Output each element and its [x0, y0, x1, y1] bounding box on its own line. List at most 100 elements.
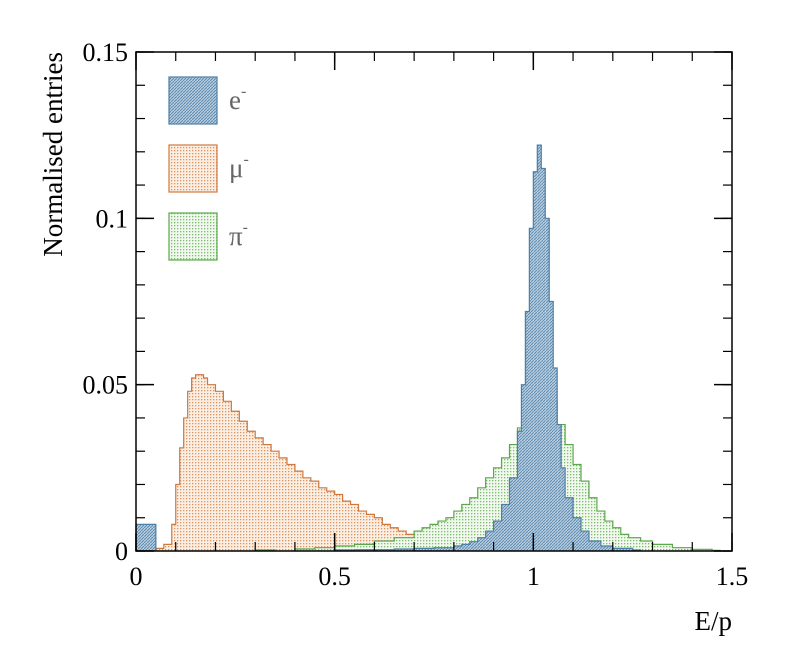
histogram-bin	[374, 541, 395, 551]
histogram-bin	[394, 537, 415, 551]
histogram-bin	[271, 451, 280, 551]
histogram-bin	[604, 521, 613, 551]
x-axis: 0 0.5 1 1.5	[130, 52, 749, 591]
legend-label: e-	[229, 83, 246, 115]
histogram-bin	[302, 477, 311, 551]
histogram-bin	[247, 431, 256, 551]
x-tick-label: 1	[527, 562, 540, 591]
histogram-bin	[521, 384, 526, 551]
histogram-bin	[565, 497, 574, 551]
histogram-bin	[318, 487, 327, 551]
histogram-bin	[191, 378, 196, 551]
legend-label: π-	[229, 219, 248, 251]
histogram-bin	[581, 531, 589, 551]
y-tick-label: 0.05	[83, 371, 129, 400]
histogram-bin	[573, 464, 582, 551]
histogram-bin	[509, 477, 518, 551]
histogram-bin	[374, 517, 383, 551]
histogram-bin	[326, 491, 335, 551]
histogram-bin	[434, 547, 454, 551]
histogram-bin	[199, 374, 204, 551]
histogram-bin	[493, 467, 502, 551]
histogram-bin	[350, 504, 359, 551]
histogram-bin	[557, 424, 562, 551]
histogram-bin	[422, 527, 431, 551]
legend-item: μ-	[168, 144, 249, 193]
histogram-bin	[314, 547, 335, 551]
histogram-bin	[588, 541, 601, 551]
legend-swatch	[168, 144, 218, 193]
y-tick-label: 0.1	[96, 204, 129, 233]
legend-swatch	[168, 76, 218, 125]
histogram-bin	[310, 481, 319, 551]
y-tick-label: 0.15	[83, 38, 129, 67]
histogram-bin	[203, 378, 208, 551]
histogram-bin	[279, 457, 287, 551]
histogram-bin	[263, 444, 272, 551]
histogram-bin	[600, 546, 613, 551]
histogram-bin	[469, 497, 478, 551]
histogram-bin	[640, 541, 653, 551]
histogram-bin	[453, 511, 462, 551]
histogram-bin	[294, 471, 303, 551]
histogram-bin	[477, 537, 486, 551]
histogram-bin	[231, 411, 240, 551]
histogram-bin	[430, 524, 438, 551]
histogram-bin	[537, 145, 542, 551]
histogram-bin	[334, 546, 355, 551]
legend-superscript: -	[243, 151, 248, 168]
y-axis-label: Normalised entries	[38, 52, 68, 257]
x-axis-label: E/p	[695, 606, 733, 636]
plot-frame	[135, 51, 733, 552]
histogram-bin	[394, 549, 415, 551]
histogram-bin	[628, 537, 641, 551]
histogram-bin	[136, 524, 156, 551]
histogram-bin	[517, 431, 522, 551]
y-tick-label: 0	[115, 537, 128, 566]
histogram-bin	[207, 384, 216, 551]
histogram-bin	[461, 544, 470, 551]
histogram-bin	[533, 171, 538, 551]
histogram-bin	[672, 547, 693, 551]
histogram-bin	[437, 521, 446, 551]
histogram-bin	[286, 464, 295, 551]
legend-item: π-	[168, 212, 248, 261]
histogram-bin	[215, 391, 224, 551]
histogram-bin	[342, 501, 351, 551]
histogram-bin	[255, 437, 264, 551]
histogram-bin	[529, 228, 534, 551]
histogram-bin	[175, 484, 180, 551]
histogram-bin	[366, 514, 375, 551]
histogram-bin	[461, 504, 470, 551]
x-tick-label: 1.5	[716, 562, 749, 591]
histogram-bin	[652, 544, 673, 551]
histogram-bin	[179, 447, 184, 551]
histogram-bin	[553, 368, 558, 551]
histogram-bin	[692, 549, 713, 551]
histogram-bin	[382, 524, 391, 551]
histogram-bin	[183, 417, 188, 551]
histogram-bin	[358, 511, 367, 551]
histogram-bin	[525, 311, 530, 551]
histogram-bin	[581, 481, 589, 551]
histogram-bin	[469, 541, 478, 551]
histogram-bin	[485, 531, 494, 551]
plot-area	[135, 144, 721, 552]
histogram-bin	[545, 218, 550, 552]
histogram-bin	[541, 168, 546, 551]
histogram-bin	[612, 548, 633, 551]
legend-label: μ-	[229, 151, 249, 183]
histogram-bin	[612, 527, 621, 551]
histogram-bin	[620, 534, 629, 551]
histogram-bin	[493, 521, 502, 551]
x-tick-label: 0.5	[318, 562, 351, 591]
histogram-bin	[354, 544, 375, 551]
histogram-bin	[223, 401, 232, 551]
legend-item: e-	[168, 76, 246, 125]
histogram-bin	[187, 391, 192, 551]
histogram-bin	[239, 421, 248, 551]
histogram-bin	[155, 548, 164, 551]
histogram-bin	[485, 477, 494, 551]
legend: e-μ-π-	[168, 76, 249, 261]
